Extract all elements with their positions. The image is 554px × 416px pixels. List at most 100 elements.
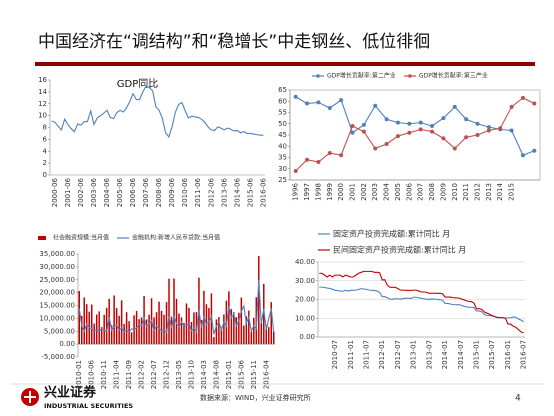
bar — [248, 310, 250, 345]
x-tick-label: 2013-05 — [175, 360, 183, 389]
x-tick-label: 2006 — [405, 182, 413, 200]
x-tick-label: 2012-07 — [394, 340, 402, 369]
legend-label: GDP增长贡献率:第二产业 — [327, 72, 396, 80]
x-tick-label: 2009 — [439, 183, 447, 201]
y-tick-label: 60 — [278, 97, 287, 105]
bar — [190, 321, 193, 345]
bar — [108, 298, 110, 345]
bar — [165, 302, 168, 345]
x-tick-label: 2008-06 — [155, 177, 163, 207]
bar — [160, 310, 163, 345]
x-tick-label: 2007-06 — [142, 177, 150, 207]
x-tick-label: 2006-06 — [129, 177, 137, 207]
logo-cn: 兴业证券 — [44, 385, 97, 401]
x-tick-label: 2016-07 — [520, 340, 528, 369]
point — [464, 117, 469, 122]
point — [509, 104, 514, 109]
x-tick-label: 2015-07 — [488, 340, 496, 369]
point — [520, 153, 525, 158]
x-tick-label: 2001-06 — [64, 177, 72, 207]
point — [384, 142, 389, 146]
bar — [83, 297, 85, 345]
point — [452, 146, 457, 151]
x-tick-label: 2000-06 — [51, 177, 59, 207]
bar — [243, 325, 245, 345]
bar — [168, 278, 170, 345]
x-tick-label: 2010-06 — [181, 177, 189, 207]
point — [305, 101, 310, 106]
x-tick-label: 2013 — [485, 183, 493, 201]
point — [350, 124, 355, 128]
bar — [220, 327, 223, 345]
point — [339, 153, 344, 158]
bar — [95, 314, 98, 345]
point — [293, 169, 298, 173]
source-note: 数据来源：WIND，兴业证券研究所 — [200, 393, 311, 402]
x-tick-label: 2015-01 — [225, 360, 233, 389]
y-tick-label: 0.00 — [299, 333, 315, 341]
x-tick-label: 2008 — [428, 183, 436, 201]
x-tick-label: 2002 — [360, 183, 368, 201]
bar — [125, 312, 128, 345]
y-tick-label: 6 — [43, 135, 48, 143]
y-tick-label: 20.00 — [295, 296, 315, 304]
y-tick-label: -5,000.00 — [41, 353, 75, 361]
y-tick-label: 0 — [43, 171, 47, 179]
x-tick-label: 2015-06 — [246, 177, 254, 207]
x-tick-label: 2015-01 — [473, 340, 481, 369]
point — [293, 94, 298, 99]
x-tick-label: 2007 — [417, 183, 425, 201]
x-tick-label: 2010-01 — [75, 360, 83, 389]
bar — [175, 298, 178, 345]
x-tick-label: 2003 — [371, 183, 379, 201]
x-tick-label: 2014-01 — [441, 340, 449, 369]
point — [305, 157, 310, 162]
y-tick-label: 0.00 — [59, 340, 75, 348]
legend-swatch — [38, 236, 46, 240]
bar — [218, 317, 220, 345]
y-tick-label: 50 — [278, 120, 287, 128]
y-tick-label: 25 — [278, 176, 287, 184]
y-tick-label: 10 — [38, 112, 47, 120]
legend-label: 固定资产投资完成额:累计同比 月 — [333, 229, 450, 239]
x-tick-label: 2011-07 — [362, 340, 370, 369]
bar — [233, 312, 235, 345]
logo-en: INDUSTRIAL SECURITIES — [44, 402, 133, 410]
point — [418, 127, 423, 132]
bar — [170, 316, 173, 345]
bar — [140, 317, 143, 345]
y-tick-label: 25,000.00 — [39, 276, 75, 284]
point — [339, 98, 344, 103]
bar — [158, 301, 160, 345]
x-tick-label: 2012-07 — [150, 360, 158, 389]
point — [464, 135, 469, 140]
bar — [130, 332, 133, 345]
bar — [263, 283, 265, 345]
bar — [110, 325, 113, 345]
x-tick-label: 2005-06 — [116, 177, 124, 207]
x-tick-label: 2010-11 — [100, 360, 108, 389]
x-tick-label: 2003-06 — [90, 177, 98, 207]
bar — [163, 314, 165, 345]
bar — [240, 297, 243, 345]
x-tick-label: 2004 — [383, 182, 391, 200]
legend-label: 金融机构:新增人民币贷款:当月值 — [132, 234, 220, 242]
x-tick-label: 2012-12 — [163, 360, 171, 389]
series-line — [51, 85, 264, 139]
bar — [78, 291, 80, 345]
bar — [270, 302, 273, 345]
x-tick-label: 2010-06 — [88, 359, 96, 389]
bar — [213, 337, 215, 345]
legend-label: GDP增长贡献率:第三产业 — [419, 72, 488, 80]
y-tick-label: 40 — [278, 142, 287, 150]
bar — [120, 300, 123, 345]
point — [316, 160, 321, 164]
point — [498, 126, 503, 131]
x-tick-label: 2013-06 — [220, 177, 228, 207]
point — [486, 125, 491, 130]
x-tick-label: 2012-06 — [207, 177, 215, 207]
y-tick-label: 10,000.00 — [39, 314, 75, 322]
x-tick-label: 2014-06 — [233, 177, 241, 207]
x-tick-label: 2010 — [451, 183, 459, 201]
x-tick-label: 2000 — [337, 183, 345, 201]
